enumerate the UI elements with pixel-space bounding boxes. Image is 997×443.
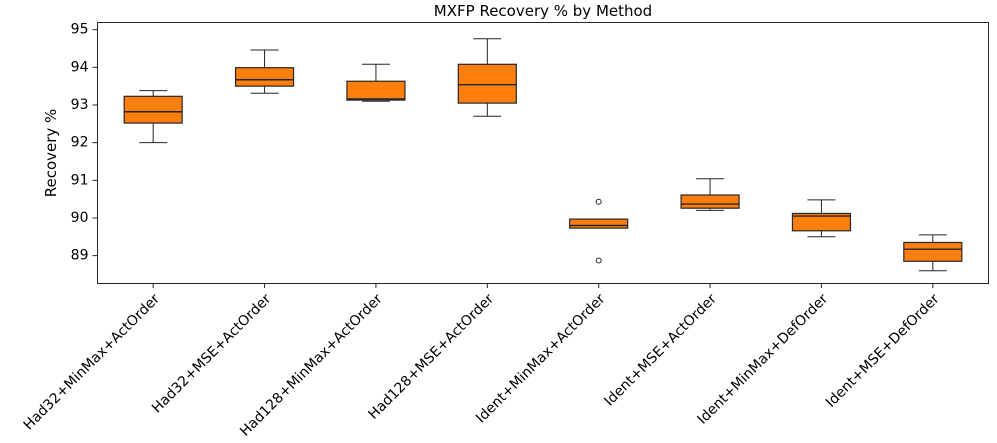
box-rect [123,95,183,124]
box-rect [680,194,740,209]
x-tick-label: Ident+MSE+DefOrder [823,291,943,411]
outlier-point [595,257,602,264]
box-rect [903,241,963,262]
box-rect [569,218,629,229]
chart-title: MXFP Recovery % by Method [434,2,652,20]
x-tick-label: Ident+MSE+ActOrder [601,291,720,410]
x-tick-label: Had32+MSE+ActOrder [149,291,275,417]
plot-frame [97,22,989,284]
y-tick-label: 92 [71,135,89,151]
box-rect [346,80,406,101]
x-tick-label: Had32+MinMax+ActOrder [21,291,164,434]
x-tick-label: Ident+MinMax+ActOrder [473,291,609,427]
y-tick-label: 91 [71,172,89,188]
y-tick-label: 95 [71,22,89,38]
y-tick-label: 94 [71,59,89,75]
y-tick-label: 90 [71,210,89,226]
outlier-point [595,198,602,205]
box-rect [791,212,852,232]
x-tick-label: Had128+MSE+ActOrder [365,291,497,423]
y-tick-label: 93 [71,97,89,113]
box-rect [457,63,517,104]
box-rect [234,67,295,87]
plot-content: 89 90 91 92 93 94 95 Had32+MinMax+ActOrderHad32… [21,22,963,440]
y-tick-label: 89 [71,248,89,264]
x-tick-label: Ident+MinMax+DefOrder [695,291,832,428]
y-axis-label: Recovery % [42,109,60,198]
